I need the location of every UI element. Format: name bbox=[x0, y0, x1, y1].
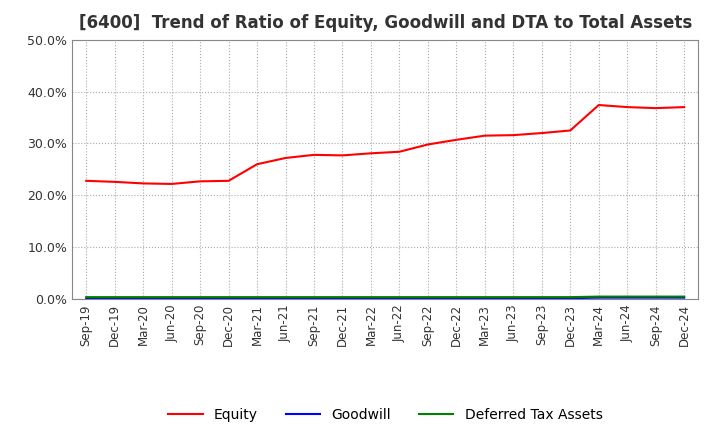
Goodwill bbox=[82, 296, 91, 301]
Deferred Tax Assets bbox=[595, 294, 603, 299]
Deferred Tax Assets bbox=[196, 294, 204, 300]
Deferred Tax Assets bbox=[167, 294, 176, 300]
Title: [6400]  Trend of Ratio of Equity, Goodwill and DTA to Total Assets: [6400] Trend of Ratio of Equity, Goodwil… bbox=[78, 15, 692, 33]
Equity bbox=[139, 181, 148, 186]
Equity bbox=[225, 178, 233, 183]
Goodwill bbox=[680, 295, 688, 300]
Goodwill bbox=[110, 296, 119, 301]
Deferred Tax Assets bbox=[480, 294, 489, 300]
Equity bbox=[167, 181, 176, 187]
Goodwill bbox=[537, 296, 546, 301]
Equity bbox=[680, 104, 688, 110]
Equity bbox=[196, 179, 204, 184]
Equity bbox=[253, 161, 261, 167]
Goodwill bbox=[566, 296, 575, 301]
Deferred Tax Assets bbox=[310, 294, 318, 300]
Goodwill bbox=[139, 296, 148, 301]
Equity bbox=[480, 133, 489, 138]
Goodwill bbox=[310, 296, 318, 301]
Equity bbox=[537, 130, 546, 136]
Equity bbox=[282, 155, 290, 161]
Goodwill bbox=[282, 296, 290, 301]
Equity bbox=[366, 150, 375, 156]
Equity bbox=[423, 142, 432, 147]
Equity bbox=[652, 106, 660, 111]
Legend: Equity, Goodwill, Deferred Tax Assets: Equity, Goodwill, Deferred Tax Assets bbox=[163, 402, 608, 427]
Goodwill bbox=[623, 295, 631, 300]
Deferred Tax Assets bbox=[82, 294, 91, 300]
Goodwill bbox=[366, 296, 375, 301]
Deferred Tax Assets bbox=[110, 294, 119, 300]
Equity bbox=[595, 103, 603, 108]
Goodwill bbox=[595, 295, 603, 300]
Deferred Tax Assets bbox=[452, 294, 461, 300]
Goodwill bbox=[167, 296, 176, 301]
Deferred Tax Assets bbox=[366, 294, 375, 300]
Equity bbox=[110, 179, 119, 184]
Deferred Tax Assets bbox=[139, 294, 148, 300]
Deferred Tax Assets bbox=[652, 294, 660, 299]
Deferred Tax Assets bbox=[423, 294, 432, 300]
Goodwill bbox=[423, 296, 432, 301]
Equity bbox=[395, 149, 404, 154]
Goodwill bbox=[253, 296, 261, 301]
Line: Equity: Equity bbox=[86, 105, 684, 184]
Equity bbox=[509, 132, 518, 138]
Equity bbox=[310, 152, 318, 158]
Goodwill bbox=[452, 296, 461, 301]
Deferred Tax Assets bbox=[395, 294, 404, 300]
Deferred Tax Assets bbox=[537, 294, 546, 300]
Deferred Tax Assets bbox=[253, 294, 261, 300]
Goodwill bbox=[480, 296, 489, 301]
Deferred Tax Assets bbox=[225, 294, 233, 300]
Deferred Tax Assets bbox=[282, 294, 290, 300]
Goodwill bbox=[338, 296, 347, 301]
Equity bbox=[623, 104, 631, 110]
Deferred Tax Assets bbox=[566, 294, 575, 300]
Deferred Tax Assets bbox=[338, 294, 347, 300]
Equity bbox=[82, 178, 91, 183]
Deferred Tax Assets bbox=[680, 294, 688, 299]
Equity bbox=[338, 153, 347, 158]
Goodwill bbox=[395, 296, 404, 301]
Deferred Tax Assets bbox=[509, 294, 518, 300]
Equity bbox=[452, 137, 461, 143]
Equity bbox=[566, 128, 575, 133]
Goodwill bbox=[225, 296, 233, 301]
Goodwill bbox=[196, 296, 204, 301]
Line: Goodwill: Goodwill bbox=[86, 297, 684, 298]
Goodwill bbox=[652, 295, 660, 300]
Deferred Tax Assets bbox=[623, 294, 631, 299]
Goodwill bbox=[509, 296, 518, 301]
